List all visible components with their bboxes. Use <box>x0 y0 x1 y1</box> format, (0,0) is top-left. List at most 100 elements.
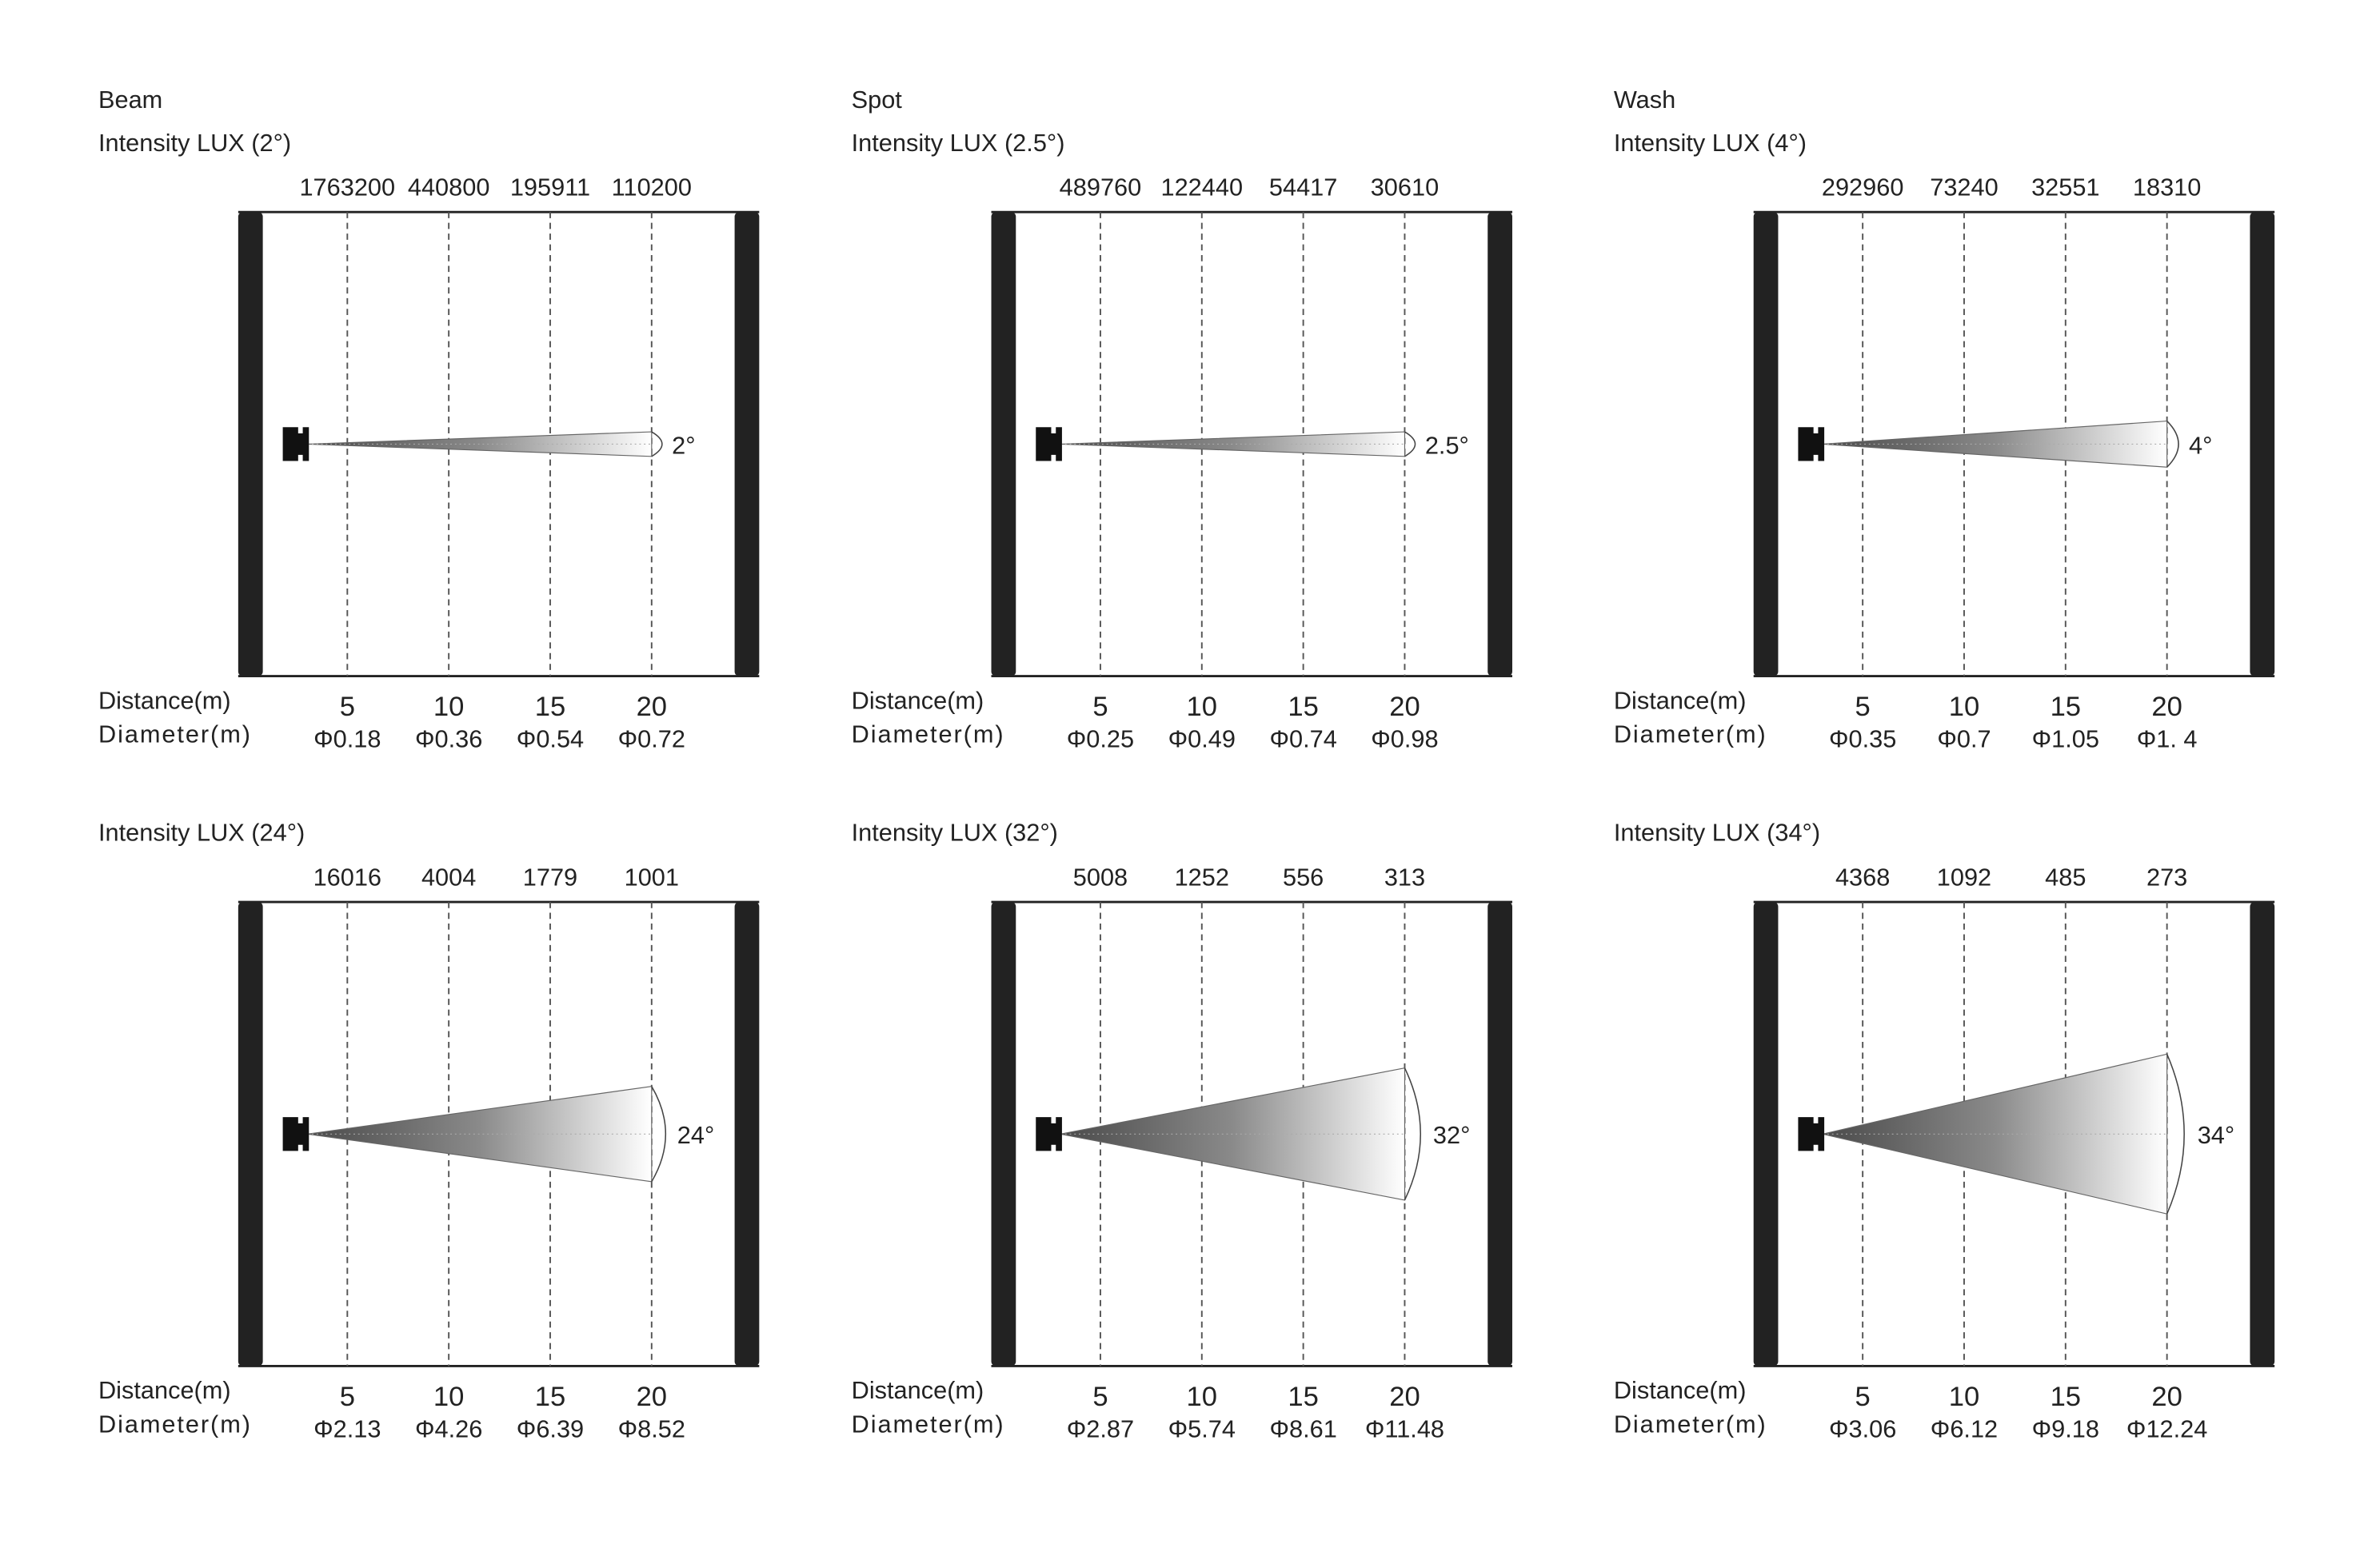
diameter-label: Diameter(m) <box>98 720 252 748</box>
wall-left <box>238 212 263 676</box>
diameter-value: Φ6.39 <box>517 1414 584 1442</box>
angle-label: 2° <box>672 431 695 459</box>
panel: Intensity LUX (32°) 5 5008 Φ2.87 10 1252 Φ5.74… <box>852 819 1512 1442</box>
diameter-value: Φ6.12 <box>1931 1414 1998 1442</box>
distance-value: 10 <box>433 1382 464 1412</box>
diameter-value: Φ4.26 <box>415 1414 482 1442</box>
intensity-label: Intensity LUX (24°) <box>98 819 305 847</box>
intensity-label: Intensity LUX (2°) <box>98 129 291 157</box>
distance-value: 15 <box>2051 692 2081 722</box>
diameter-value: Φ1.05 <box>2032 724 2099 752</box>
lux-value: 313 <box>1384 863 1425 891</box>
distance-value: 20 <box>637 1382 667 1412</box>
wall-right <box>1487 902 1512 1367</box>
diameter-value: Φ2.13 <box>313 1414 381 1442</box>
distance-value: 10 <box>433 692 464 722</box>
diameter-value: Φ0.72 <box>618 724 685 752</box>
lux-value: 16016 <box>313 863 381 891</box>
distance-value: 15 <box>2051 1382 2081 1412</box>
diameter-label: Diameter(m) <box>852 1410 1005 1438</box>
diameter-value: Φ2.87 <box>1067 1414 1134 1442</box>
diameter-value: Φ0.54 <box>517 724 584 752</box>
lux-value: 556 <box>1283 863 1324 891</box>
distance-value: 20 <box>1389 1382 1420 1412</box>
fixture <box>282 1117 309 1151</box>
panel: Beam Intensity LUX (2°) 5 1763200 Φ0.18 10 440… <box>98 86 760 752</box>
lux-value: 1092 <box>1937 863 1991 891</box>
distance-value: 15 <box>535 692 565 722</box>
fixture <box>1036 427 1062 461</box>
diameter-value: Φ0.36 <box>415 724 482 752</box>
diameter-label: Diameter(m) <box>98 1410 252 1438</box>
wall-left <box>1753 902 1779 1367</box>
distance-value: 20 <box>1389 692 1420 722</box>
distance-value: 5 <box>1855 1382 1871 1412</box>
lux-value: 122440 <box>1161 174 1244 201</box>
diameter-value: Φ0.7 <box>1937 724 1991 752</box>
distance-label: Distance(m) <box>852 1376 984 1404</box>
angle-label: 4° <box>2189 431 2212 459</box>
lux-value: 489760 <box>1060 174 1142 201</box>
distance-value: 5 <box>1092 1382 1108 1412</box>
distance-value: 20 <box>637 692 667 722</box>
angle-label: 34° <box>2198 1121 2234 1149</box>
wall-right <box>734 902 760 1367</box>
angle-label: 32° <box>1433 1121 1470 1149</box>
diameter-value: Φ5.74 <box>1168 1414 1236 1442</box>
lux-value: 110200 <box>612 174 692 201</box>
distance-value: 10 <box>1187 692 1217 722</box>
distance-label: Distance(m) <box>98 686 231 714</box>
angle-label: 24° <box>677 1121 714 1149</box>
diameter-value: Φ0.35 <box>1829 724 1896 752</box>
fixture <box>282 427 309 461</box>
diameter-value: Φ0.98 <box>1371 724 1438 752</box>
lux-value: 32551 <box>2031 174 2099 201</box>
diameter-value: Φ8.61 <box>1269 1414 1336 1442</box>
intensity-label: Intensity LUX (34°) <box>1614 819 1820 847</box>
diameter-label: Diameter(m) <box>852 720 1005 748</box>
panel: Intensity LUX (24°) 5 16016 Φ2.13 10 4004 Φ4.2… <box>98 819 760 1442</box>
distance-value: 5 <box>340 692 355 722</box>
lux-value: 5008 <box>1073 863 1128 891</box>
angle-arc <box>2166 1054 2185 1215</box>
diameter-value: Φ12.24 <box>2126 1414 2207 1442</box>
distance-label: Distance(m) <box>1614 686 1747 714</box>
distance-value: 5 <box>1855 692 1871 722</box>
distance-value: 20 <box>2151 1382 2182 1412</box>
distance-value: 10 <box>1949 692 1979 722</box>
wall-left <box>238 902 263 1367</box>
lux-value: 1001 <box>625 863 679 891</box>
angle-arc <box>2166 421 2179 468</box>
diameter-value: Φ9.18 <box>2032 1414 2099 1442</box>
angle-arc <box>651 1086 667 1183</box>
wall-right <box>2250 902 2275 1367</box>
distance-value: 15 <box>535 1382 565 1412</box>
intensity-label: Intensity LUX (32°) <box>852 819 1058 847</box>
diameter-label: Diameter(m) <box>1614 720 1767 748</box>
lux-value: 440800 <box>408 174 490 201</box>
angle-arc <box>651 431 663 457</box>
intensity-label: Intensity LUX (2.5°) <box>852 129 1065 157</box>
intensity-label: Intensity LUX (4°) <box>1614 129 1807 157</box>
diameter-label: Diameter(m) <box>1614 1410 1767 1438</box>
panel-title: Wash <box>1614 86 1675 114</box>
distance-value: 10 <box>1949 1382 1979 1412</box>
distance-label: Distance(m) <box>852 686 984 714</box>
wall-left <box>991 212 1016 676</box>
lux-value: 273 <box>2146 863 2187 891</box>
diameter-value: Φ0.49 <box>1168 724 1236 752</box>
wall-left <box>1753 212 1779 676</box>
panel-title: Beam <box>98 86 162 114</box>
distance-value: 20 <box>2151 692 2182 722</box>
wall-left <box>991 902 1016 1367</box>
diameter-value: Φ11.48 <box>1365 1414 1444 1442</box>
diameter-value: Φ1. 4 <box>2137 724 2198 752</box>
lux-value: 485 <box>2045 863 2086 891</box>
diameter-value: Φ8.52 <box>618 1414 685 1442</box>
lux-value: 4368 <box>1835 863 1890 891</box>
lux-value: 1252 <box>1175 863 1229 891</box>
wall-right <box>2250 212 2275 676</box>
lux-value: 73240 <box>1930 174 1998 201</box>
lux-value: 195911 <box>510 174 590 201</box>
